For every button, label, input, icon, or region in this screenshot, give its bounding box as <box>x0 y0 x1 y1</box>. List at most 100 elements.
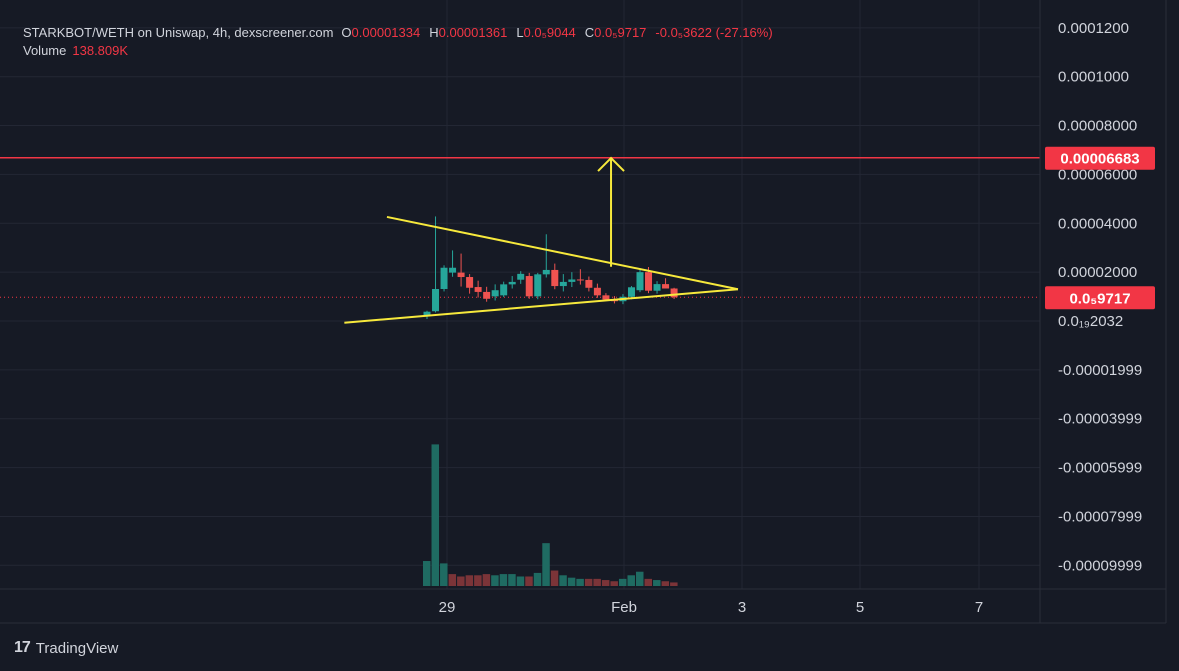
volume-bar <box>636 571 644 586</box>
volume-bar <box>670 582 678 586</box>
volume-value: 138.809K <box>72 43 129 58</box>
time-axis[interactable]: 29 Feb 3 5 7 <box>439 599 984 616</box>
price-axis-label-box <box>1045 146 1155 170</box>
symbol-title[interactable]: STARKBOT/WETH on Uniswap, 4h, dexscreene… <box>23 25 334 40</box>
close-label: C <box>584 25 595 40</box>
x-tick-label: 5 <box>856 599 864 616</box>
candle <box>517 271 525 284</box>
price-axis-label-text: 0.00006683 <box>1060 151 1139 168</box>
high-label: H <box>429 25 439 40</box>
x-tick-label: 3 <box>738 599 746 616</box>
candle <box>542 234 550 278</box>
volume-bar <box>559 575 567 586</box>
volume-bar <box>516 576 525 586</box>
high-value: 0.00001361 <box>438 25 508 40</box>
candle <box>457 253 465 287</box>
candle <box>670 287 678 300</box>
close-value: 0.0₅9717 <box>594 25 647 40</box>
candle <box>559 274 567 292</box>
volume-bar <box>627 575 635 586</box>
tradingview-branding[interactable]: 17 TradingView <box>14 639 118 657</box>
candle <box>551 263 559 290</box>
triangle-upper-trendline <box>386 215 739 291</box>
candle-body <box>670 288 678 298</box>
chart-legend: STARKBOT/WETH on Uniswap, 4h, dexscreene… <box>23 24 782 60</box>
candle <box>627 286 635 300</box>
candle <box>508 276 516 289</box>
candle <box>466 274 474 294</box>
volume-label: Volume <box>23 43 67 58</box>
y-tick-label: 0.00002000 <box>1058 264 1137 281</box>
candle <box>525 272 533 299</box>
tradingview-brand-text: TradingView <box>35 639 119 657</box>
volume-bar <box>542 543 550 586</box>
candle-body <box>662 284 670 289</box>
price-axis-label-text: 0.0₅9717 <box>1069 290 1130 307</box>
x-tick-label: 7 <box>975 599 983 616</box>
candle <box>474 280 482 298</box>
candle <box>534 272 542 300</box>
volume-bar <box>584 578 593 586</box>
price-axis-label-box <box>1045 286 1155 310</box>
y-tick-label: -0.00007999 <box>1058 508 1142 525</box>
volume-bar <box>440 563 448 586</box>
candle-body <box>423 311 431 316</box>
grid-lines <box>0 0 1040 589</box>
x-tick-label: 29 <box>439 599 456 616</box>
candle-body <box>483 291 491 299</box>
triangle-lower-trendline <box>344 288 739 324</box>
y-tick-label: -0.00009999 <box>1058 557 1142 574</box>
candle-body <box>440 267 448 289</box>
price-axis[interactable]: 0.00012000.00010000.000080000.000060000.… <box>1058 20 1142 574</box>
low-value: 0.0₅9044 <box>523 25 576 40</box>
candle-body <box>508 281 516 285</box>
candle <box>568 272 576 288</box>
breakout-arrow-head <box>597 156 625 172</box>
candle <box>432 216 440 313</box>
volume-bar <box>448 574 457 586</box>
candle-body <box>500 284 508 296</box>
candle <box>585 276 593 292</box>
y-tick-label: 0.0001000 <box>1058 69 1129 86</box>
candle-body <box>491 290 499 297</box>
candle-body <box>474 287 482 292</box>
volume-bar <box>482 574 491 586</box>
candle <box>483 286 491 302</box>
volume-bar <box>525 576 533 586</box>
candle-body <box>551 269 559 287</box>
volume-bar <box>618 578 627 586</box>
y-tick-label: -0.00001999 <box>1058 362 1142 379</box>
y-tick-label: 0.0001200 <box>1058 20 1129 37</box>
open-label: O <box>341 25 352 40</box>
candle-body <box>602 295 610 300</box>
open-value: 0.00001334 <box>351 25 421 40</box>
volume-bar <box>576 578 584 586</box>
candle <box>636 269 644 293</box>
volume-bar <box>533 572 542 586</box>
tradingview-logo-icon: 17 <box>14 639 31 656</box>
candle <box>602 293 610 301</box>
candle <box>662 278 670 289</box>
volume-bar <box>593 578 601 586</box>
volume-bar <box>653 580 661 586</box>
candle-body <box>542 269 550 275</box>
y-tick-label: -0.00003999 <box>1058 411 1142 428</box>
volume-bar <box>508 574 516 586</box>
volume-bar <box>601 580 610 586</box>
candle-body <box>568 279 576 282</box>
candle <box>440 265 448 292</box>
candle-body <box>593 287 601 296</box>
candle-body <box>559 281 567 287</box>
volume-bar <box>431 444 440 586</box>
volume-bar <box>465 575 474 586</box>
candle-body <box>585 279 593 288</box>
volume-bars <box>423 444 678 586</box>
candle <box>491 284 499 301</box>
candle-body <box>525 276 533 297</box>
y-tick-label: 0.00006000 <box>1058 166 1137 183</box>
ohlc-row: STARKBOT/WETH on Uniswap, 4h, dexscreene… <box>23 24 782 42</box>
candle <box>500 281 508 298</box>
y-tick-label: 0.0₁₉2032 <box>1058 313 1123 330</box>
